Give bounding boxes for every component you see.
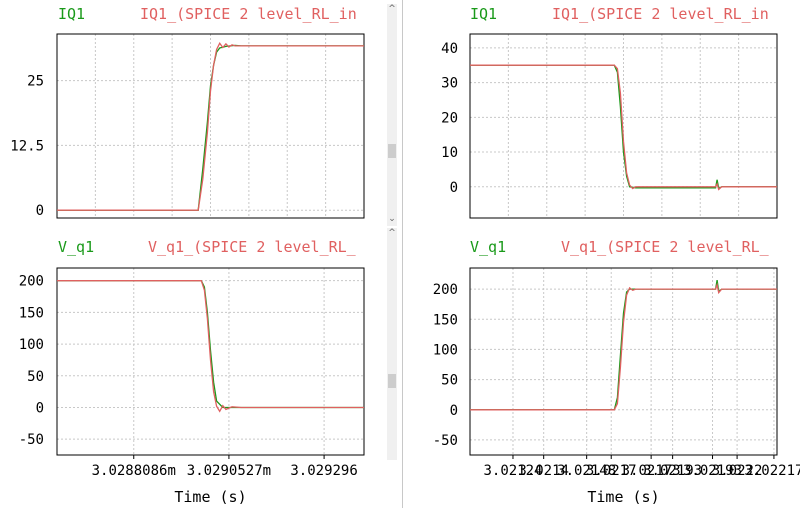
series-right-bottom-0[interactable]: [470, 279, 777, 411]
legend-left-bottom-0: V_q1: [58, 238, 94, 256]
legend-left-top-0: IQ1: [58, 5, 85, 23]
ytick-right-top-2: 20: [441, 110, 458, 126]
xtick-left-bottom-1: 3.0290527m: [187, 463, 271, 479]
xtick-left-bottom-0: 3.0288086m: [92, 463, 176, 479]
ytick-right-top-3: 30: [441, 76, 458, 92]
left-top-scrollbar[interactable]: ^ ⌄: [387, 4, 397, 226]
plot-frame-right-top: [469, 33, 778, 219]
scroll-thumb[interactable]: [388, 374, 396, 388]
xlabel-right-bottom: Time (s): [587, 488, 659, 506]
xtick-left-bottom-2: 3.029296: [290, 463, 357, 479]
xlabel-left-bottom: Time (s): [174, 488, 246, 506]
legend-left-bottom-1: V_q1_(SPICE 2 level_RL_: [148, 238, 357, 256]
panel-divider[interactable]: [402, 0, 403, 508]
xtick-right-bottom-7: 3.0222: [712, 463, 763, 479]
plot-frame-right-bottom: [469, 267, 778, 456]
scroll-up-icon[interactable]: ^: [388, 4, 396, 14]
ytick-left-bottom-1: 0: [36, 400, 44, 416]
ytick-right-bottom-4: 150: [433, 312, 458, 328]
legend-right-top-1: IQ1_(SPICE 2 level_RL_in: [552, 5, 769, 23]
ytick-left-top-0: 0: [36, 203, 44, 219]
ytick-left-bottom-3: 100: [19, 337, 44, 353]
xtick-right-bottom-4: 3.02173: [622, 463, 681, 479]
ytick-right-top-4: 40: [441, 41, 458, 57]
xtick-right-bottom-8: 3.02217: [744, 463, 800, 479]
ytick-left-bottom-0: -50: [19, 432, 44, 448]
xtick-right-bottom-5: 3.02193: [643, 463, 702, 479]
xtick-right-bottom-6: 3.02193: [683, 463, 742, 479]
series-right-top-1[interactable]: [470, 64, 777, 191]
ytick-left-bottom-5: 200: [19, 274, 44, 290]
ytick-left-top-2: 25: [27, 74, 44, 90]
plot-frame-left-bottom: [56, 267, 365, 456]
scroll-up-icon[interactable]: ^: [388, 228, 396, 238]
series-right-bottom-1[interactable]: [470, 282, 777, 411]
legend-right-bottom-0: V_q1: [470, 238, 506, 256]
xtick-right-bottom-2: 3.02148: [557, 463, 616, 479]
ytick-left-bottom-2: 50: [27, 369, 44, 385]
left-bottom-scrollbar[interactable]: ^: [387, 228, 397, 460]
xtick-right-bottom-0: 3.02124: [483, 463, 542, 479]
ytick-right-top-1: 10: [441, 145, 458, 161]
series-left-bottom-1[interactable]: [57, 280, 364, 413]
series-left-top-1[interactable]: [57, 42, 364, 211]
ytick-right-bottom-2: 50: [441, 373, 458, 389]
ytick-right-bottom-5: 200: [433, 282, 458, 298]
legend-right-bottom-1: V_q1_(SPICE 2 level_RL_: [561, 238, 770, 256]
scroll-thumb[interactable]: [388, 144, 396, 158]
ytick-right-bottom-3: 100: [433, 342, 458, 358]
ytick-left-top-1: 12.5: [10, 138, 44, 154]
ytick-left-bottom-4: 150: [19, 305, 44, 321]
plot-frame-left-top: [56, 33, 365, 219]
ytick-right-top-0: 0: [450, 180, 458, 196]
legend-left-top-1: IQ1_(SPICE 2 level_RL_in: [140, 5, 357, 23]
scroll-down-icon[interactable]: ⌄: [388, 214, 396, 224]
xtick-right-bottom-3: 3.0217: [586, 463, 637, 479]
xtick-right-bottom-1: 3.0214: [518, 463, 569, 479]
ytick-right-bottom-1: 0: [450, 403, 458, 419]
ytick-right-bottom-0: -50: [433, 433, 458, 449]
legend-right-top-0: IQ1: [470, 5, 497, 23]
